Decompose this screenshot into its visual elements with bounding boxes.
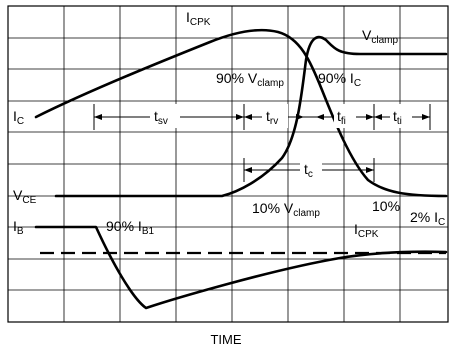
grid: [8, 6, 448, 322]
vce-curve-label: VCE: [13, 187, 37, 206]
vce-waveform: [54, 35, 448, 198]
pct10-icpk-annotation-line1: 10%: [372, 198, 400, 214]
vclamp-label: Vclamp: [362, 27, 398, 46]
pct10-icpk-annotation-line2: ICPK: [354, 221, 379, 240]
tti-interval-label: tti: [393, 108, 402, 127]
ib-curve-label: IB: [13, 218, 24, 237]
icpk-label: ICPK: [186, 9, 211, 28]
ic-curve-label: IC: [13, 108, 24, 127]
pct10-vclamp-annotation: 10% Vclamp: [252, 200, 320, 219]
ic-waveform: [34, 28, 448, 198]
x-axis-label: TIME: [210, 332, 241, 347]
trv-interval-label: trv: [266, 108, 278, 127]
pct90-vclamp-annotation: 90% Vclamp: [216, 70, 284, 89]
tc-interval-label: tc: [304, 161, 313, 180]
pct90-ic-annotation: 90% IC: [318, 70, 361, 89]
tfi-interval-label: tfi: [337, 108, 346, 127]
pct90-ib1-annotation: 90% IB1: [106, 218, 154, 237]
plot-frame: [7, 5, 449, 323]
ib-waveform: [34, 225, 448, 310]
tsv-interval-label: tsv: [154, 108, 168, 127]
pct2-ic-annotation: 2% IC: [410, 209, 445, 228]
